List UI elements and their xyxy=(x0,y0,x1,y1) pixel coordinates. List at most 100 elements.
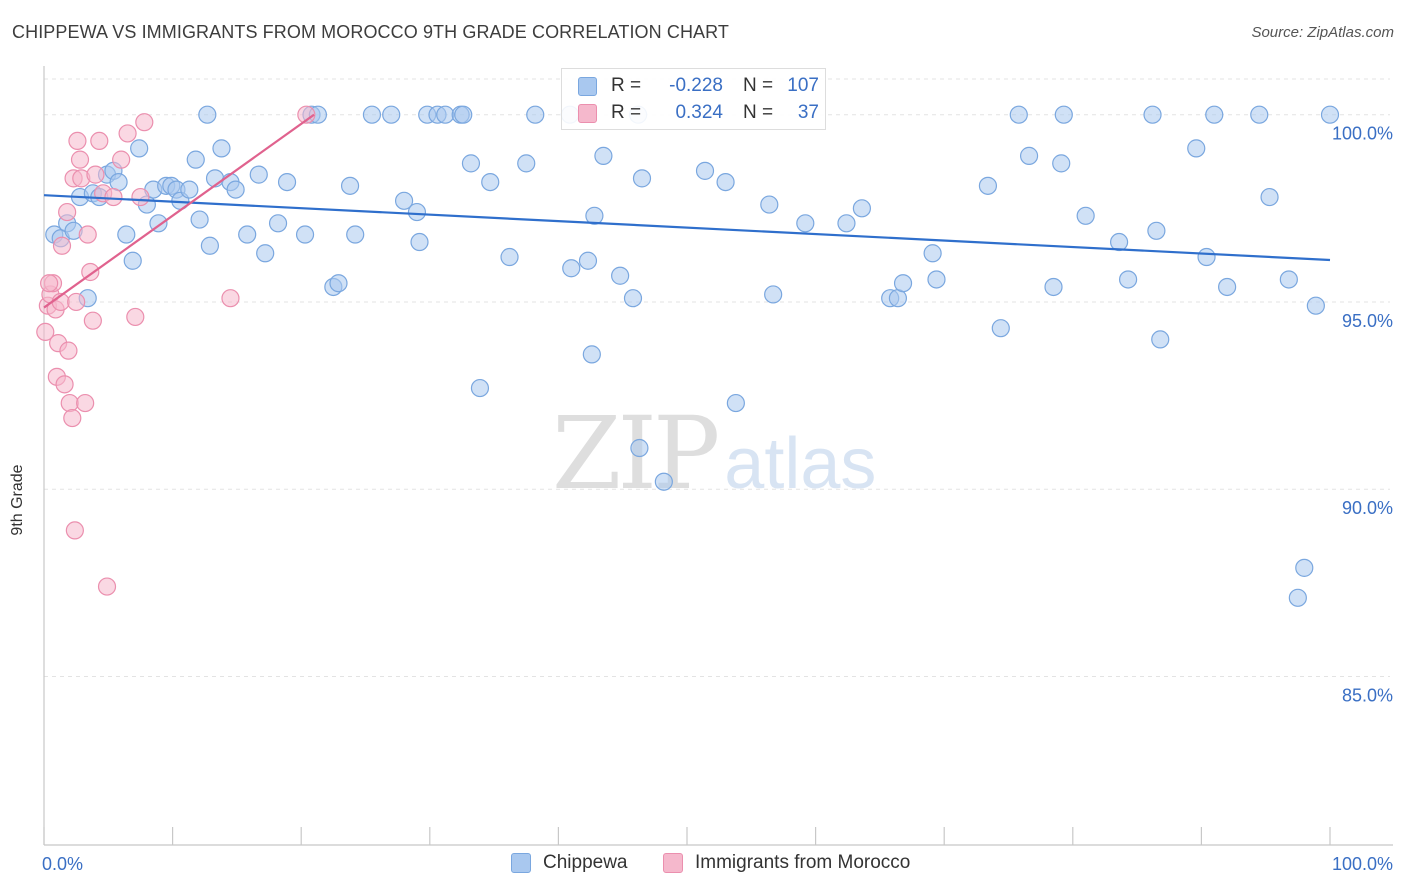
chippewa-point xyxy=(200,236,219,255)
morocco-legend-swatch xyxy=(663,853,683,873)
chippewa-point xyxy=(382,105,401,124)
chart-title: CHIPPEWA VS IMMIGRANTS FROM MOROCCO 9TH … xyxy=(12,22,730,42)
series-chippewa xyxy=(45,105,1340,607)
r-value: 0.324 xyxy=(675,102,723,123)
morocco-point xyxy=(118,124,137,143)
chippewa-point xyxy=(212,139,231,158)
chippewa-legend-swatch xyxy=(511,853,531,873)
legend-item-chippewa[interactable]: Chippewa xyxy=(511,852,628,874)
morocco-point xyxy=(55,375,74,394)
chippewa-point xyxy=(582,345,601,364)
chippewa-point xyxy=(346,225,365,244)
chippewa-point xyxy=(1205,105,1224,124)
chippewa-point xyxy=(268,214,288,233)
chippewa-point xyxy=(1054,105,1073,124)
chippewa-point xyxy=(362,105,382,124)
chippewa-point xyxy=(190,210,209,229)
chippewa-point xyxy=(1320,105,1340,124)
chippewa-point xyxy=(1250,105,1269,124)
chippewa-point xyxy=(1306,296,1325,315)
stats-legend: R = -0.228 N = 107 R = 0.324 N = 37 xyxy=(561,68,826,130)
series-morocco xyxy=(36,105,316,596)
chippewa-point xyxy=(1052,154,1071,173)
chippewa-point xyxy=(470,378,490,398)
morocco-point xyxy=(68,131,87,151)
y-tick-label: 100.0% xyxy=(1332,124,1393,144)
chippewa-point xyxy=(130,139,149,158)
chippewa-point xyxy=(226,180,245,199)
chippewa-point xyxy=(893,274,913,293)
morocco-swatch xyxy=(578,103,597,123)
chippewa-point xyxy=(594,146,613,165)
chippewa-point xyxy=(991,319,1010,338)
chippewa-swatch xyxy=(578,76,597,96)
morocco-point xyxy=(83,311,102,330)
chippewa-point xyxy=(654,472,673,491)
morocco-point xyxy=(60,393,79,413)
chippewa-point xyxy=(1009,105,1028,124)
chippewa-point xyxy=(764,285,783,304)
chippewa-point xyxy=(1260,187,1279,207)
morocco-point xyxy=(86,165,105,184)
morocco-point xyxy=(126,307,145,327)
morocco-point xyxy=(112,150,131,169)
morocco-point xyxy=(67,292,86,312)
legend-item-morocco[interactable]: Immigrants from Morocco xyxy=(663,852,910,874)
chippewa-point xyxy=(1147,221,1166,240)
chippewa-point xyxy=(796,214,815,233)
chippewa-point xyxy=(117,225,136,244)
chippewa-point xyxy=(978,176,998,195)
morocco-point xyxy=(297,105,316,124)
stats-legend-row-chippewa: R = -0.228 N = 107 xyxy=(578,74,819,98)
morocco-point xyxy=(36,322,55,342)
y-tick-label: 85.0% xyxy=(1342,685,1393,705)
chippewa-point xyxy=(1197,247,1216,267)
chippewa-point xyxy=(186,150,205,169)
chippewa-point xyxy=(500,247,519,267)
morocco-point xyxy=(90,131,109,151)
x-tick-label: 0.0% xyxy=(42,854,83,874)
morocco-point xyxy=(58,202,77,222)
n-value: 107 xyxy=(787,75,819,96)
chippewa-point xyxy=(1187,139,1206,158)
r-label: R = xyxy=(611,75,642,96)
chippewa-point xyxy=(695,161,715,180)
chippewa-point xyxy=(1109,232,1129,252)
chippewa-point xyxy=(1076,206,1095,225)
chippewa-point xyxy=(410,232,429,252)
chippewa-point xyxy=(436,105,455,124)
r-label: R = xyxy=(611,102,642,123)
chippewa-point xyxy=(526,105,545,124)
chippewa-point xyxy=(760,195,779,214)
chippewa-point xyxy=(394,191,414,210)
chippewa-point xyxy=(407,202,427,222)
morocco-point xyxy=(135,113,154,132)
chippewa-point xyxy=(927,270,946,289)
morocco-point xyxy=(104,187,123,207)
n-label: N = xyxy=(743,102,774,123)
chippewa-point xyxy=(461,154,481,173)
morocco-point xyxy=(78,225,97,244)
chippewa-point xyxy=(295,225,315,244)
y-axis-label: 9th Grade xyxy=(9,464,26,536)
chippewa-point xyxy=(238,225,257,244)
series-legend: Chippewa Immigrants from Morocco xyxy=(0,852,1406,876)
chippewa-point xyxy=(198,105,217,124)
morocco-point xyxy=(131,187,150,207)
morocco-point xyxy=(59,341,78,360)
chippewa-point xyxy=(923,244,942,263)
chippewa-point xyxy=(1044,277,1063,297)
chippewa-point xyxy=(340,176,360,195)
chippewa-point xyxy=(630,438,649,458)
chippewa-point xyxy=(852,199,871,218)
chippewa-point xyxy=(837,214,856,233)
chippewa-point xyxy=(578,251,598,270)
morocco-point xyxy=(65,521,84,540)
chippewa-point xyxy=(632,169,652,188)
chippewa-point xyxy=(726,393,745,413)
morocco-point xyxy=(76,393,95,413)
chippewa-point xyxy=(1019,146,1039,165)
chippewa-point xyxy=(180,180,199,199)
chippewa-point xyxy=(562,259,581,278)
chippewa-point xyxy=(481,173,500,192)
